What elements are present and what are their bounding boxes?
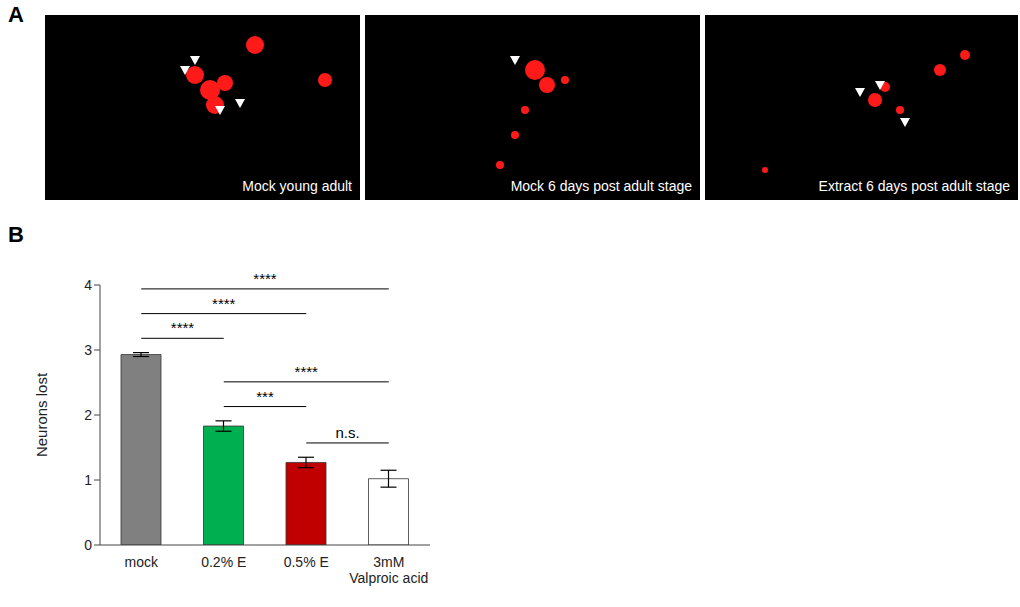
svg-text:****: **** <box>295 363 319 380</box>
svg-text:***: *** <box>256 388 274 405</box>
svg-text:****: **** <box>171 319 195 336</box>
html-text:Extract 6 days post adult stag: Extract 6 days post adult stage <box>818 178 1010 194</box>
svg-text:4: 4 <box>84 277 92 293</box>
svg-text:2: 2 <box>84 407 92 423</box>
svg-text:3: 3 <box>84 342 92 358</box>
html-text:A: A <box>8 2 24 27</box>
svg-text:****: **** <box>212 295 236 312</box>
svg-text:Neurons lost: Neurons lost <box>33 372 50 457</box>
html-text:Mock young adult: Mock young adult <box>242 178 352 194</box>
html-text:B: B <box>8 222 24 247</box>
svg-text:3mM: 3mM <box>373 554 404 570</box>
svg-text:****: **** <box>253 270 277 287</box>
svg-text:0.2% E: 0.2% E <box>201 554 246 570</box>
svg-text:n.s.: n.s. <box>335 424 359 441</box>
svg-text:mock: mock <box>125 554 159 570</box>
svg-text:0: 0 <box>84 537 92 553</box>
svg-text:0.5% E: 0.5% E <box>284 554 329 570</box>
html-text:Mock 6 days post adult stage: Mock 6 days post adult stage <box>510 178 692 194</box>
svg-text:1: 1 <box>84 472 92 488</box>
svg-text:Valproic acid: Valproic acid <box>349 570 428 586</box>
